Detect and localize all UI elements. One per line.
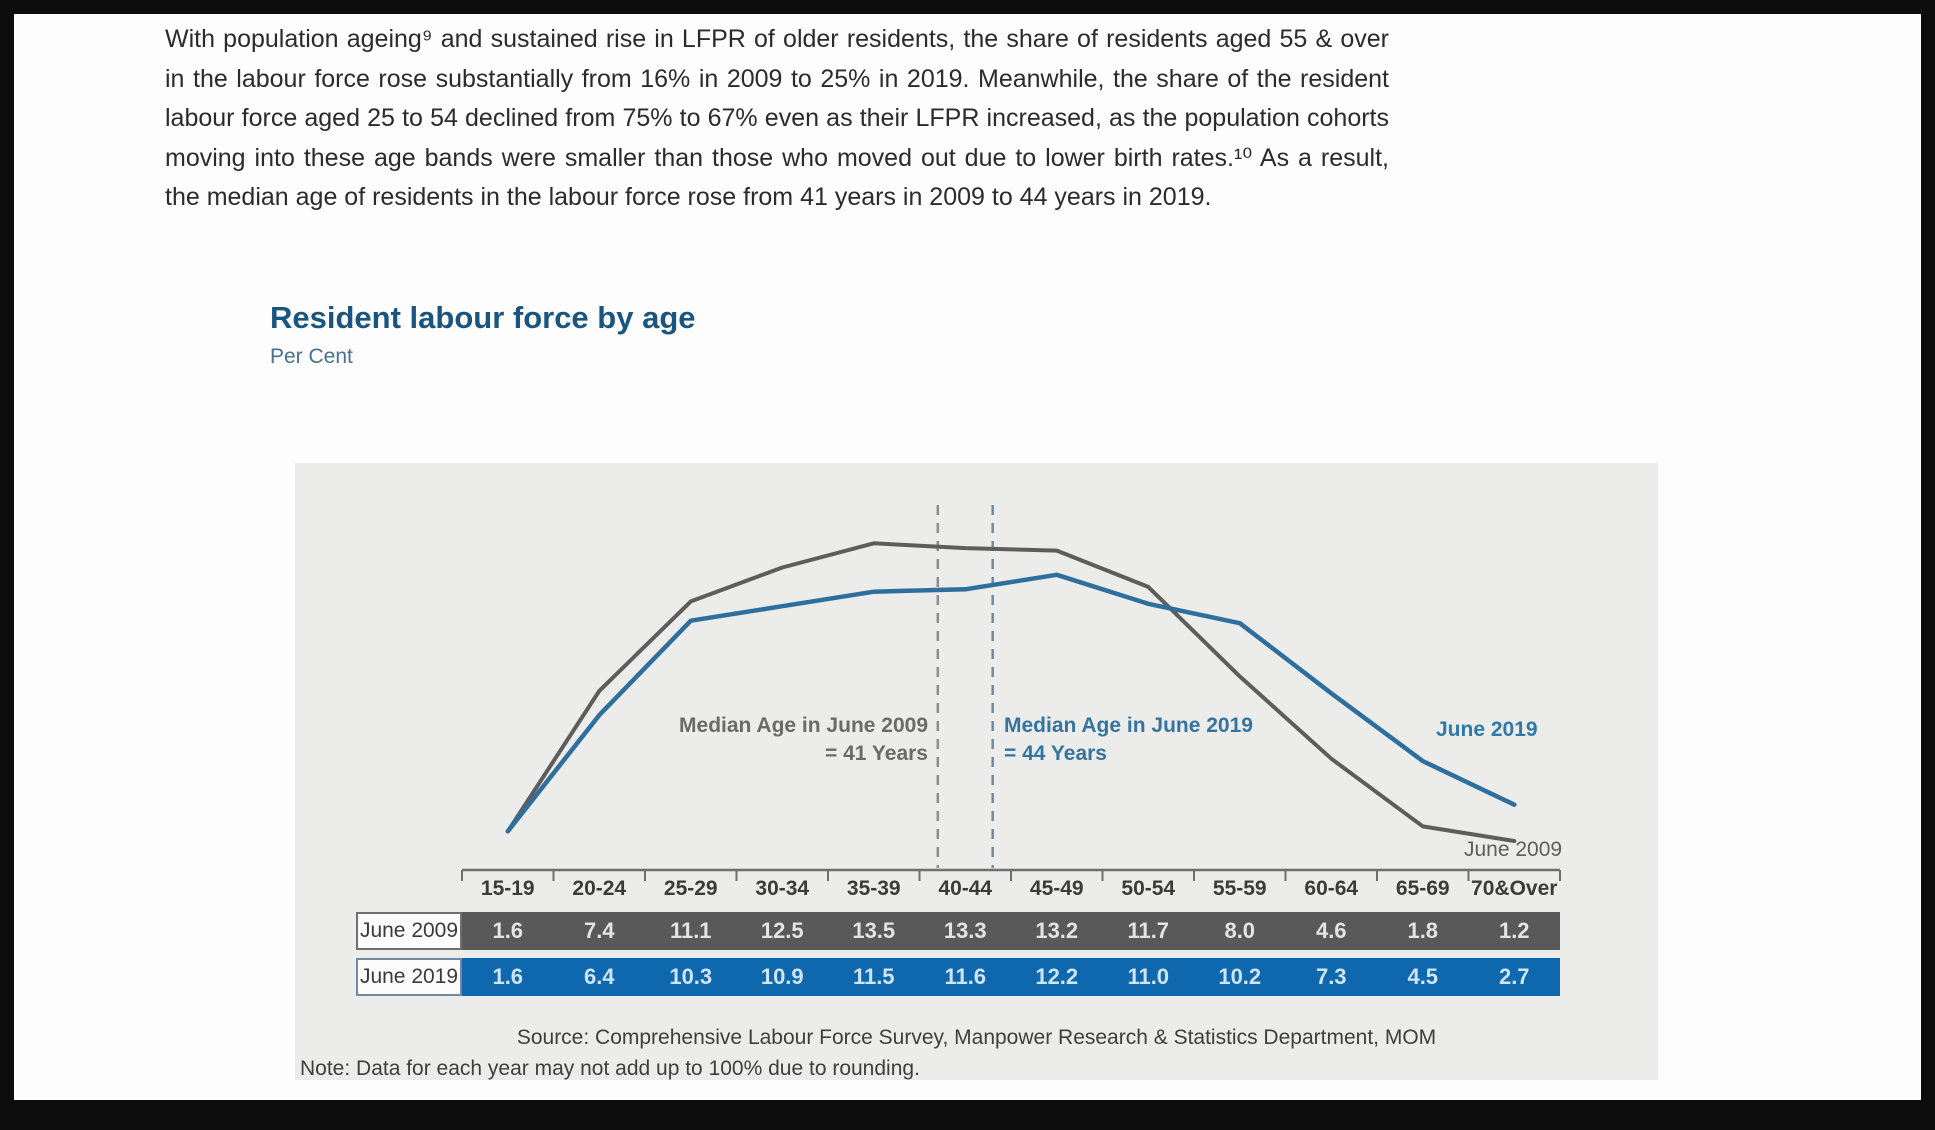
table-cell: 10.9	[760, 964, 804, 989]
table-cell: 1.6	[492, 964, 524, 989]
x-axis-label: 70&Over	[1471, 877, 1558, 900]
table-cell: 13.3	[943, 918, 987, 943]
x-axis-label: 30-34	[755, 877, 810, 900]
median-2009-annotation: Median Age in June 2009 = 41 Years	[608, 712, 928, 768]
table-cell: 11.6	[944, 964, 987, 989]
table-cell: 1.8	[1407, 918, 1439, 943]
row-cells-june-2019: 1.6 6.4 10.3 10.9 11.5 11.6 12.2 11.0 10.2 7.3 4.5…	[462, 958, 1560, 996]
x-axis-label: 55-59	[1212, 877, 1267, 900]
table-cell: 7.3	[1315, 964, 1347, 989]
x-axis-label: 35-39	[846, 877, 901, 900]
median-2009-line2: = 41 Years	[825, 742, 928, 765]
table-cell: 11.1	[669, 918, 712, 943]
x-axis-label: 50-54	[1121, 877, 1176, 900]
x-axis-label: 45-49	[1029, 877, 1084, 900]
table-cell: 8.0	[1224, 918, 1256, 943]
table-cell: 1.2	[1498, 918, 1530, 943]
x-axis-label: 20-24	[572, 877, 627, 900]
x-axis-ticks	[461, 870, 1561, 881]
x-axis-label: 25-29	[663, 877, 718, 900]
table-cell: 7.4	[583, 918, 615, 943]
x-axis-label: 65-69	[1395, 877, 1450, 900]
table-cell: 12.2	[1035, 964, 1079, 989]
table-cell: 11.7	[1127, 918, 1170, 943]
table-cell: 6.4	[583, 964, 615, 989]
intro-paragraph: With population ageing⁹ and sustained ri…	[165, 25, 1389, 211]
x-axis-label: 60-64	[1304, 877, 1359, 900]
note-text: Note: Data for each year may not add up …	[300, 1057, 920, 1080]
row-cells-june-2009: 1.6 7.4 11.1 12.5 13.5 13.3 13.2 11.7 8.0 4.6 1.8 1…	[462, 912, 1560, 950]
table-cell: 13.5	[852, 918, 896, 943]
chart-unit-label: Per Cent	[270, 345, 353, 368]
line-june-2009	[505, 541, 1517, 843]
table-cell: 4.6	[1315, 918, 1347, 943]
table-cell: 4.5	[1407, 964, 1439, 989]
table-cell: 10.2	[1218, 964, 1262, 989]
table-row-june-2019: June 2019 1.6 6.4 10.3 10.9 11.5 11.6 12.2 11.0…	[356, 958, 1560, 996]
table-cell: 2.7	[1498, 964, 1530, 989]
median-2009-line1: Median Age in June 2009	[679, 714, 928, 737]
table-cell: 13.2	[1035, 918, 1079, 943]
line-june-2019	[505, 572, 1517, 834]
table-cell: 1.6	[492, 918, 524, 943]
x-axis-label: 40-44	[938, 877, 993, 900]
table-row-june-2009: June 2009 1.6 7.4 11.1 12.5 13.5 13.3 13.2 11.7…	[356, 912, 1560, 950]
table-cell: 11.5	[852, 964, 895, 989]
table-cell: 12.5	[760, 918, 804, 943]
median-2019-line2: = 44 Years	[1004, 742, 1107, 765]
x-axis-label: 15-19	[480, 877, 535, 900]
chart-title: Resident labour force by age	[270, 300, 696, 335]
row-label-june-2009: June 2009	[356, 912, 462, 950]
table-cell: 11.0	[1127, 964, 1170, 989]
source-text: Source: Comprehensive Labour Force Surve…	[516, 1026, 1437, 1049]
row-label-june-2019: June 2019	[356, 958, 462, 996]
x-axis-labels: 15-19 20-24 25-29 30-34 35-39 40-44 45-49 50-54…	[462, 877, 1560, 901]
series-label-june-2019: June 2019	[1436, 718, 1538, 741]
series-label-june-2009: June 2009	[1464, 838, 1563, 861]
table-cell: 10.3	[669, 964, 713, 989]
median-2019-line1: Median Age in June 2019	[1004, 714, 1253, 737]
median-2019-annotation: Median Age in June 2019 = 44 Years	[1004, 712, 1253, 768]
